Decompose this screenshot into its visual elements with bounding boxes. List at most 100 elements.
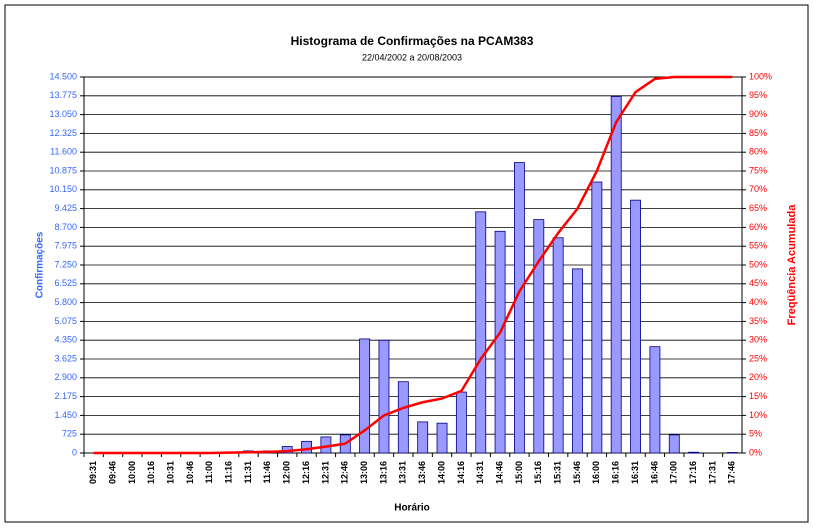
bar (418, 422, 428, 453)
bar (398, 382, 408, 453)
bar (611, 96, 621, 453)
y-tick-label: 10.875 (49, 165, 77, 175)
bar (572, 269, 582, 453)
y-tick-label: 12.325 (49, 128, 77, 138)
bar (689, 452, 699, 453)
y2-tick-label: 65% (749, 203, 767, 213)
bar (514, 163, 524, 453)
x-tick-label: 13:31 (398, 461, 408, 484)
y2-tick-label: 85% (749, 128, 767, 138)
x-tick-label: 11:16 (224, 461, 234, 484)
y-tick-label: 3.625 (54, 353, 77, 363)
y-tick-label: 10.150 (49, 184, 77, 194)
bar (379, 340, 389, 453)
y-tick-label: 0 (72, 447, 77, 457)
y2-tick-label: 75% (749, 165, 767, 175)
x-tick-label: 14:31 (475, 461, 485, 484)
x-tick-label: 16:46 (649, 461, 659, 484)
y2-tick-label: 80% (749, 147, 767, 157)
x-tick-label: 12:16 (301, 461, 311, 484)
x-tick-label: 16:31 (630, 461, 640, 484)
y2-tick-label: 45% (749, 278, 767, 288)
chart-subtitle: 22/04/2002 a 20/08/2003 (362, 52, 462, 62)
y-tick-label: 2.175 (54, 391, 77, 401)
x-tick-label: 13:46 (417, 461, 427, 484)
bar (727, 452, 737, 453)
bar (456, 392, 466, 453)
y2-tick-label: 20% (749, 372, 767, 382)
x-tick-label: 16:00 (591, 461, 601, 484)
y2-tick-label: 35% (749, 316, 767, 326)
x-tick-label: 09:31 (88, 461, 98, 484)
y2-tick-label: 100% (749, 71, 772, 81)
y-tick-label: 11.600 (50, 147, 77, 157)
y-tick-label: 13.775 (49, 90, 77, 100)
x-tick-label: 12:31 (320, 461, 330, 484)
x-tick-label: 11:00 (204, 461, 214, 484)
y-tick-label: 8.700 (54, 222, 77, 232)
bar (553, 238, 563, 453)
x-tick-label: 10:31 (165, 461, 175, 484)
bar (360, 339, 370, 453)
x-tick-label: 12:46 (340, 461, 350, 484)
y2-tick-label: 70% (749, 184, 767, 194)
x-tick-label: 10:46 (185, 461, 195, 484)
x-tick-label: 12:00 (282, 461, 292, 484)
y2-tick-label: 50% (749, 259, 767, 269)
chart-title: Histograma de Confirmações na PCAM383 (291, 34, 534, 48)
bar (437, 423, 447, 453)
x-tick-label: 15:46 (572, 461, 582, 484)
x-tick-label: 17:00 (669, 461, 679, 484)
y-tick-label: 2.900 (54, 372, 77, 382)
bar (302, 441, 312, 453)
x-tick-label: 15:00 (514, 461, 524, 484)
y2-tick-label: 55% (749, 241, 767, 251)
y-axis-label: Confirmações (35, 231, 46, 298)
x-tick-label: 17:16 (688, 461, 698, 484)
bar (650, 347, 660, 453)
y2-tick-label: 90% (749, 109, 767, 119)
y-tick-label: 4.350 (54, 335, 77, 345)
bar (495, 231, 505, 453)
x-tick-label: 14:16 (456, 461, 466, 484)
y2-tick-label: 95% (749, 90, 767, 100)
x-tick-label: 15:31 (553, 461, 563, 484)
x-tick-label: 13:16 (378, 461, 388, 484)
x-tick-label: 15:16 (533, 461, 543, 484)
y-tick-label: 7.250 (54, 259, 77, 269)
x-tick-label: 13:00 (359, 461, 369, 484)
y2-tick-label: 10% (749, 410, 767, 420)
y2-tick-label: 0% (749, 447, 762, 457)
bar (592, 182, 602, 453)
y-tick-label: 14.500 (49, 71, 77, 81)
x-tick-label: 09:46 (107, 461, 117, 484)
x-tick-label: 10:16 (146, 461, 156, 484)
x-tick-label: 16:16 (611, 461, 621, 484)
y2-tick-label: 25% (749, 353, 767, 363)
bar (669, 435, 679, 453)
y-tick-label: 5.075 (54, 316, 77, 326)
bar (631, 200, 641, 453)
y-tick-label: 5.800 (54, 297, 77, 307)
y2-tick-label: 60% (749, 222, 767, 232)
bar (476, 212, 486, 453)
x-tick-label: 10:00 (127, 461, 137, 484)
y2-tick-label: 30% (749, 335, 767, 345)
x-tick-label: 14:46 (494, 461, 504, 484)
y2-tick-label: 5% (749, 429, 762, 439)
x-tick-label: 14:00 (436, 461, 446, 484)
y-tick-label: 725 (62, 429, 77, 439)
y2-tick-label: 40% (749, 297, 767, 307)
x-axis-label: Horário (394, 503, 430, 514)
y-tick-label: 1.450 (54, 410, 77, 420)
y-tick-label: 9.425 (54, 203, 77, 213)
y2-tick-label: 15% (749, 391, 767, 401)
y-tick-label: 6.525 (54, 278, 77, 288)
x-tick-label: 11:46 (262, 461, 272, 484)
x-tick-label: 17:31 (707, 461, 717, 484)
x-tick-label: 17:46 (727, 461, 737, 484)
x-tick-label: 11:31 (243, 461, 253, 484)
y-tick-label: 13.050 (49, 109, 77, 119)
